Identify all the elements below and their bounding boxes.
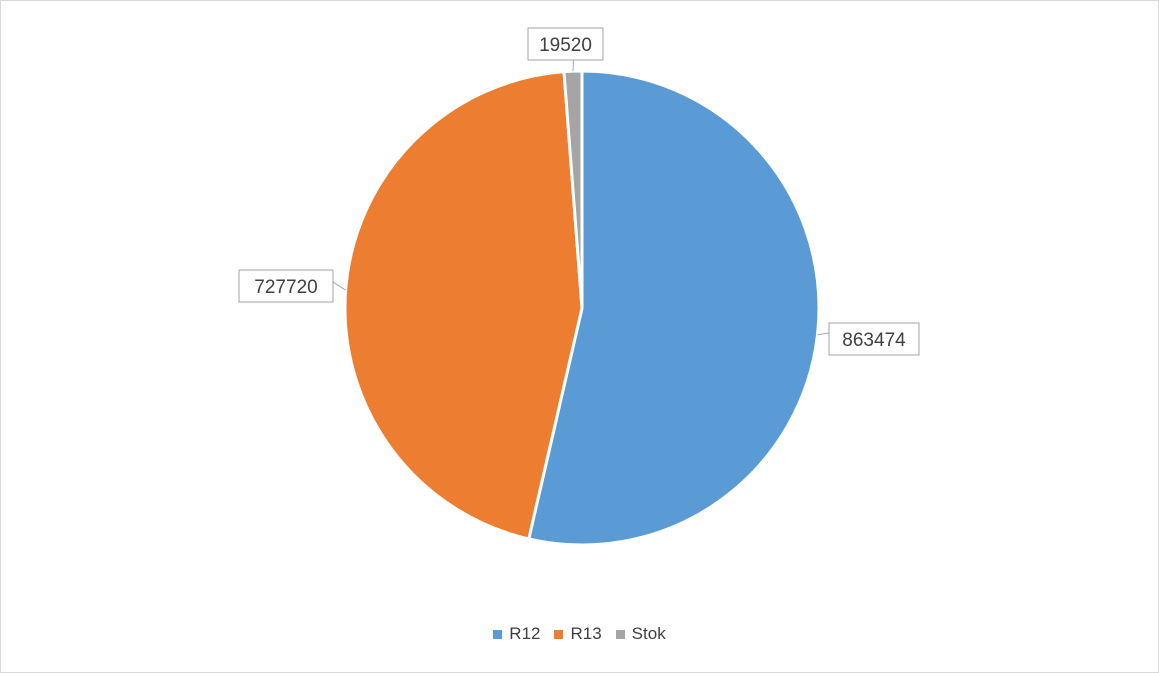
data-label-r13: 727720 <box>238 269 346 303</box>
data-label-r12: 863474 <box>817 322 920 356</box>
legend-item-r12: R12 <box>493 624 540 644</box>
legend-item-stok: Stok <box>615 624 666 644</box>
data-label-text-stok: 19520 <box>539 35 592 56</box>
legend-swatch-r13 <box>554 629 564 639</box>
legend-item-r13: R13 <box>554 624 602 644</box>
data-label-text-r12: 863474 <box>842 330 906 351</box>
pie-slice-r13 <box>343 70 584 541</box>
legend-label-r13: R13 <box>570 624 602 643</box>
legend: R12 R13 Stok <box>0 624 1159 644</box>
legend-label-stok: Stok <box>631 624 666 643</box>
data-label-stok: 19520 <box>527 27 604 72</box>
legend-swatch-r12 <box>493 629 503 639</box>
pie-slice-r12 <box>527 69 821 547</box>
data-label-text-r13: 727720 <box>254 277 317 298</box>
legend-label-r12: R12 <box>509 624 541 643</box>
legend-swatch-stok <box>615 629 625 639</box>
